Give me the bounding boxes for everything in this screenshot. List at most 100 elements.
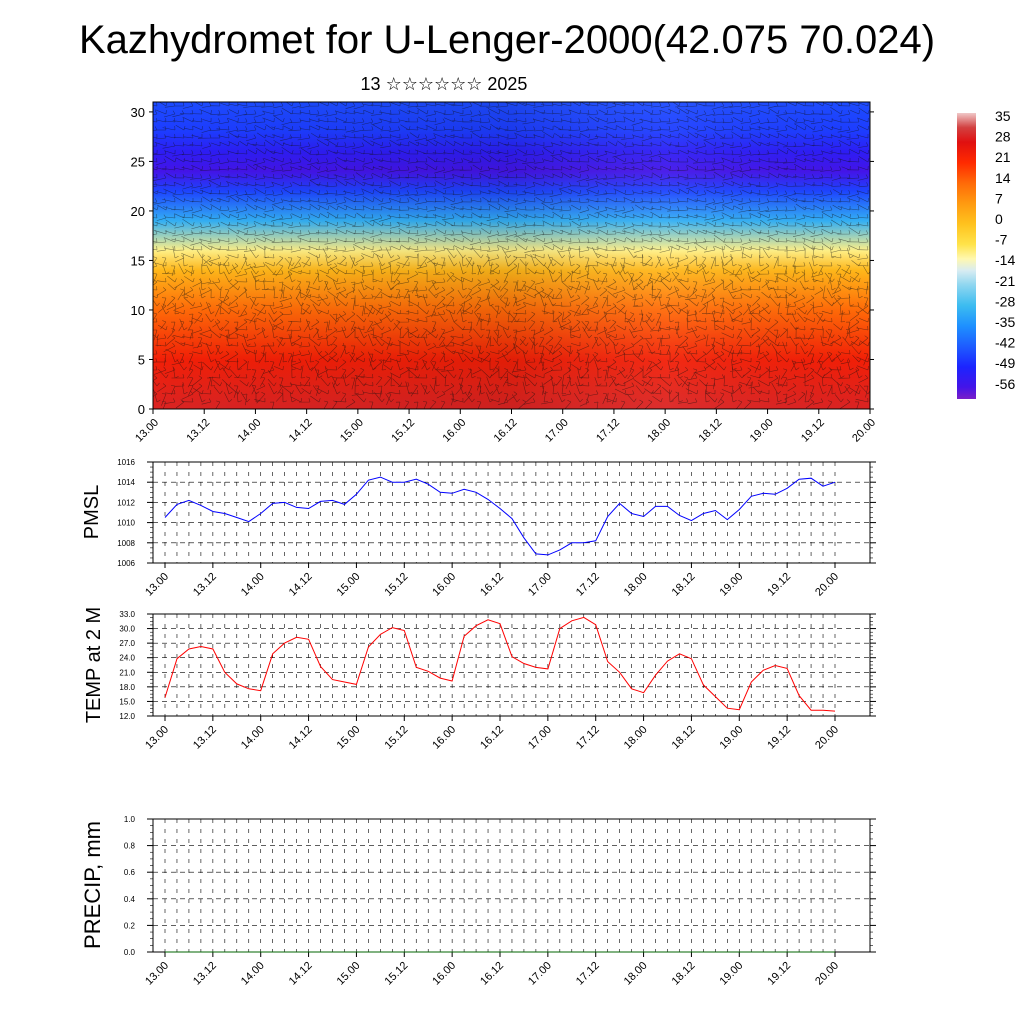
heatmap-xtick-label: 17.00 bbox=[543, 417, 571, 445]
precip-xtick-label: 14.12 bbox=[287, 960, 315, 988]
chart-title: Kazhydromet for U-Lenger-2000(42.075 70.… bbox=[78, 18, 936, 62]
pmsl-ytick-label: 1010 bbox=[117, 519, 135, 528]
heatmap-xtick-label: 13.12 bbox=[184, 417, 212, 445]
precip-ytick-label: 0.0 bbox=[124, 948, 136, 957]
temp-ytick-label: 12.0 bbox=[119, 712, 135, 721]
pmsl-xtick-label: 13.00 bbox=[143, 571, 171, 599]
pmsl-xtick-label: 16.12 bbox=[478, 571, 506, 599]
temp-xtick-label: 17.00 bbox=[526, 724, 554, 752]
temp-xtick-label: 13.12 bbox=[191, 724, 219, 752]
heatmap-ytick-label: 5 bbox=[138, 352, 145, 367]
heatmap-xtick-label: 15.00 bbox=[338, 417, 366, 445]
precip-xtick-label: 17.00 bbox=[526, 960, 554, 988]
colorbar-label: 35 bbox=[995, 108, 1011, 124]
colorbar-label: -21 bbox=[995, 273, 1015, 289]
temp-xtick-label: 14.12 bbox=[287, 724, 315, 752]
pmsl-xtick-label: 20.00 bbox=[813, 571, 841, 599]
pmsl-xtick-label: 14.00 bbox=[239, 571, 267, 599]
colorbar-label: -56 bbox=[995, 376, 1015, 392]
precip-ytick-label: 0.2 bbox=[124, 921, 136, 930]
temp-xtick-label: 13.00 bbox=[143, 724, 171, 752]
heatmap-xtick-label: 17.12 bbox=[594, 417, 622, 445]
heatmap-ytick-label: 20 bbox=[131, 204, 145, 219]
pmsl-xtick-label: 17.00 bbox=[526, 571, 554, 599]
heatmap-xtick-label: 18.00 bbox=[645, 417, 673, 445]
temp-ytick-label: 33.0 bbox=[119, 610, 135, 619]
pmsl-ylabel: PMSL bbox=[81, 485, 103, 539]
pmsl-xtick-label: 13.12 bbox=[191, 571, 219, 599]
heatmap-ytick-label: 30 bbox=[131, 105, 145, 120]
precip-ytick-label: 1.0 bbox=[124, 815, 136, 824]
precip-xtick-label: 19.00 bbox=[717, 960, 745, 988]
temp-xtick-label: 20.00 bbox=[813, 724, 841, 752]
temp-ytick-label: 30.0 bbox=[119, 625, 135, 634]
temp-xtick-label: 16.00 bbox=[430, 724, 458, 752]
wind-barbs bbox=[153, 102, 870, 409]
colorbar-label: 7 bbox=[995, 190, 1003, 206]
temp-xtick-label: 17.12 bbox=[574, 724, 602, 752]
pmsl-xtick-label: 15.12 bbox=[382, 571, 410, 599]
colorbar-label: 21 bbox=[995, 149, 1011, 165]
pmsl-ytick-label: 1008 bbox=[117, 539, 135, 548]
heatmap-xtick-label: 15.12 bbox=[389, 417, 417, 445]
precip-xtick-label: 18.00 bbox=[622, 960, 650, 988]
colorbar-label: -7 bbox=[995, 232, 1008, 248]
pmsl-xtick-label: 18.12 bbox=[670, 571, 698, 599]
precip-ytick-label: 0.8 bbox=[124, 842, 136, 851]
colorbar-label: -49 bbox=[995, 355, 1015, 371]
precip-xtick-label: 14.00 bbox=[239, 960, 267, 988]
heatmap-xtick-label: 14.00 bbox=[236, 417, 264, 445]
temp-xtick-label: 15.12 bbox=[382, 724, 410, 752]
pmsl-ytick-label: 1012 bbox=[117, 498, 135, 507]
pmsl-xtick-label: 14.12 bbox=[287, 571, 315, 599]
precip-xtick-label: 20.00 bbox=[813, 960, 841, 988]
colorbar bbox=[957, 113, 976, 399]
pmsl-xtick-label: 17.12 bbox=[574, 571, 602, 599]
temp-xtick-label: 14.00 bbox=[239, 724, 267, 752]
heatmap-xtick-label: 13.00 bbox=[133, 417, 161, 445]
precip-ylabel: PRECIP, mm bbox=[80, 821, 105, 949]
precip-xtick-label: 13.00 bbox=[143, 960, 171, 988]
heatmap-ytick-label: 0 bbox=[138, 402, 145, 417]
pmsl-xtick-label: 19.12 bbox=[765, 571, 793, 599]
precip-xtick-label: 19.12 bbox=[765, 960, 793, 988]
precip-ytick-label: 0.6 bbox=[124, 868, 136, 877]
pmsl-panel bbox=[147, 461, 876, 568]
temp-xtick-label: 19.12 bbox=[765, 724, 793, 752]
heatmap-ytick-label: 15 bbox=[131, 253, 145, 268]
pmsl-xtick-label: 18.00 bbox=[622, 571, 650, 599]
colorbar-label: 28 bbox=[995, 129, 1011, 145]
precip-panel bbox=[147, 818, 876, 957]
heatmap-xtick-label: 14.12 bbox=[287, 417, 315, 445]
temp-ytick-label: 21.0 bbox=[119, 668, 135, 677]
pmsl-xtick-label: 19.00 bbox=[717, 571, 745, 599]
heatmap-xtick-label: 16.00 bbox=[440, 417, 468, 445]
pmsl-ytick-label: 1016 bbox=[117, 458, 135, 467]
heatmap-xtick-label: 19.00 bbox=[748, 417, 776, 445]
temp-ytick-label: 27.0 bbox=[119, 639, 135, 648]
pmsl-xtick-label: 16.00 bbox=[430, 571, 458, 599]
temp-xtick-label: 19.00 bbox=[717, 724, 745, 752]
temp-line bbox=[164, 616, 836, 712]
colorbar-label: 14 bbox=[995, 170, 1011, 186]
precip-xtick-label: 16.00 bbox=[430, 960, 458, 988]
pmsl-line bbox=[164, 476, 836, 556]
precip-xtick-label: 17.12 bbox=[574, 960, 602, 988]
heatmap-ytick-label: 10 bbox=[131, 303, 145, 318]
temp-ytick-label: 24.0 bbox=[119, 654, 135, 663]
colorbar-label: -14 bbox=[995, 252, 1015, 268]
colorbar-label: -42 bbox=[995, 335, 1015, 351]
heatmap-shading bbox=[153, 102, 870, 409]
precip-xtick-label: 13.12 bbox=[191, 960, 219, 988]
heatmap-xtick-label: 19.12 bbox=[799, 417, 827, 445]
heatmap-xtick-label: 16.12 bbox=[492, 417, 520, 445]
heatmap-ytick-label: 25 bbox=[131, 154, 145, 169]
precip-xtick-label: 15.00 bbox=[335, 960, 363, 988]
temp-xtick-label: 18.12 bbox=[670, 724, 698, 752]
precip-xtick-label: 16.12 bbox=[478, 960, 506, 988]
temp-ytick-label: 18.0 bbox=[119, 683, 135, 692]
heatmap-xtick-label: 18.12 bbox=[697, 417, 725, 445]
precip-xtick-label: 15.12 bbox=[382, 960, 410, 988]
pmsl-ytick-label: 1006 bbox=[117, 559, 135, 568]
